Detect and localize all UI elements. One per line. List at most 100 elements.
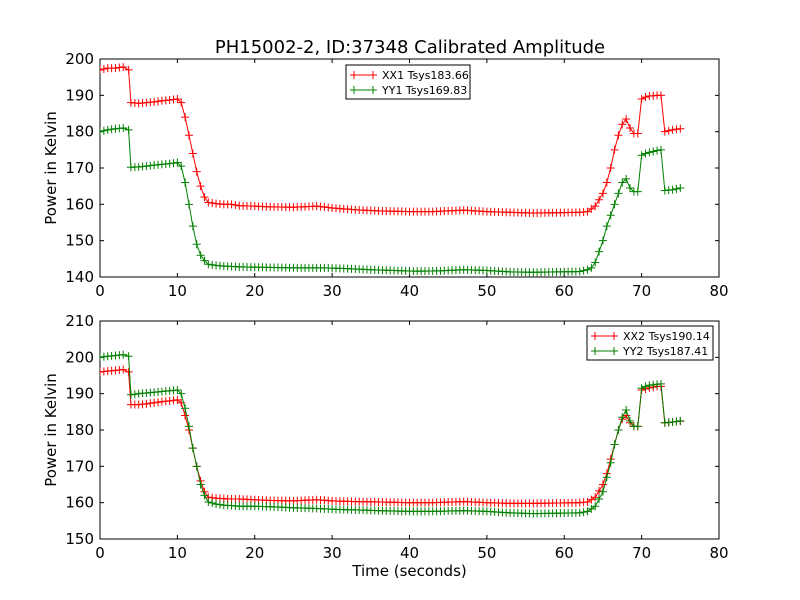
data-point-marker	[124, 125, 133, 134]
data-point-marker	[676, 416, 685, 425]
data-point-marker	[227, 200, 236, 209]
data-point-marker	[119, 62, 128, 71]
y-axis-label: Power in Kelvin	[42, 111, 60, 225]
data-point-marker	[598, 236, 607, 245]
data-point-marker	[595, 195, 604, 204]
legend-label: YY2 Tsys187.41	[622, 345, 708, 358]
y-tick-label: 160	[65, 494, 94, 512]
data-point-marker	[146, 161, 155, 170]
y-tick-label: 140	[65, 268, 94, 286]
data-point-marker	[602, 222, 611, 231]
data-point-marker	[598, 480, 607, 489]
legend-marker	[610, 347, 618, 355]
data-point-marker	[173, 158, 182, 167]
x-tick-label: 20	[245, 544, 264, 562]
legend-marker	[610, 332, 618, 340]
data-point-marker	[119, 350, 128, 359]
data-point-marker	[598, 189, 607, 198]
data-point-marker	[150, 398, 159, 407]
data-point-marker	[142, 399, 151, 408]
y-tick-label: 200	[65, 348, 94, 366]
data-point-marker	[591, 502, 600, 511]
data-point-marker	[192, 167, 201, 176]
data-point-marker	[212, 500, 221, 509]
x-tick-label: 40	[400, 544, 419, 562]
data-point-marker	[595, 486, 604, 495]
data-point-marker	[591, 493, 600, 502]
y-axis-label: Power in Kelvin	[42, 373, 60, 487]
data-point-marker	[184, 131, 193, 140]
data-point-marker	[591, 202, 600, 211]
y-tick-label: 200	[65, 50, 94, 68]
data-point-marker	[100, 127, 104, 136]
data-point-marker	[622, 174, 631, 183]
x-tick-label: 70	[632, 282, 651, 300]
data-point-marker	[119, 365, 128, 374]
data-point-marker	[637, 151, 646, 160]
data-point-marker	[196, 480, 205, 489]
y-tick-label: 150	[65, 530, 94, 548]
x-axis-label: Time (seconds)	[351, 562, 467, 580]
data-point-marker	[626, 183, 635, 192]
data-point-marker	[602, 473, 611, 482]
data-point-marker	[200, 256, 209, 265]
data-point-marker	[146, 399, 155, 408]
bottom-panel: 0 10 20 30 40 50 60 70 80 150 160 170 180 190 200 210 Po…	[42, 312, 729, 580]
y-tick-label: 170	[65, 159, 94, 177]
data-point-marker	[633, 187, 642, 196]
data-point-marker	[668, 125, 677, 134]
data-point-marker	[100, 353, 104, 362]
data-point-marker	[579, 508, 588, 517]
data-point-marker	[595, 247, 604, 256]
legend-label: XX1 Tsys183.66	[382, 69, 469, 82]
data-point-marker	[653, 146, 662, 155]
data-point-marker	[192, 462, 201, 471]
x-tick-label: 80	[709, 544, 728, 562]
data-point-marker	[188, 149, 197, 158]
data-point-marker	[645, 381, 654, 390]
data-point-marker	[177, 162, 186, 171]
data-point-marker	[200, 193, 209, 202]
data-point-marker	[641, 382, 650, 391]
x-tick-label: 60	[555, 282, 574, 300]
data-point-marker	[173, 94, 182, 103]
data-point-marker	[672, 184, 681, 193]
legend-marker	[369, 71, 377, 79]
data-point-marker	[672, 417, 681, 426]
data-point-marker	[181, 113, 190, 122]
data-point-marker	[165, 396, 174, 405]
legend-marker	[350, 86, 358, 94]
data-point-marker	[169, 396, 178, 405]
data-point-marker	[181, 404, 190, 413]
chart-title: PH15002-2, ID:37348 Calibrated Amplitude	[215, 37, 605, 58]
data-point-marker	[626, 124, 635, 133]
data-point-marker	[637, 94, 646, 103]
data-point-marker	[575, 267, 584, 276]
data-point-marker	[204, 497, 213, 506]
data-point-marker	[165, 159, 174, 168]
data-point-marker	[633, 129, 642, 138]
data-point-marker	[649, 380, 658, 389]
data-point-marker	[188, 444, 197, 453]
series-group	[100, 62, 685, 277]
data-point-marker	[154, 97, 163, 106]
data-point-marker	[208, 499, 217, 508]
legend-marker	[369, 86, 377, 94]
data-point-marker	[100, 352, 108, 361]
data-point-marker	[664, 126, 673, 135]
legend-marker	[350, 71, 358, 79]
data-point-marker	[204, 260, 213, 269]
data-point-marker	[622, 406, 631, 415]
data-point-marker	[208, 199, 217, 208]
data-point-marker	[119, 124, 128, 133]
data-point-marker	[618, 178, 627, 187]
x-tick-label: 40	[400, 282, 419, 300]
data-point-marker	[184, 422, 193, 431]
y-tick-label: 190	[65, 385, 94, 403]
data-point-marker	[231, 201, 240, 210]
data-point-marker	[614, 189, 623, 198]
data-point-marker	[177, 389, 186, 398]
data-point-marker	[614, 426, 623, 434]
x-tick-label: 10	[168, 282, 187, 300]
